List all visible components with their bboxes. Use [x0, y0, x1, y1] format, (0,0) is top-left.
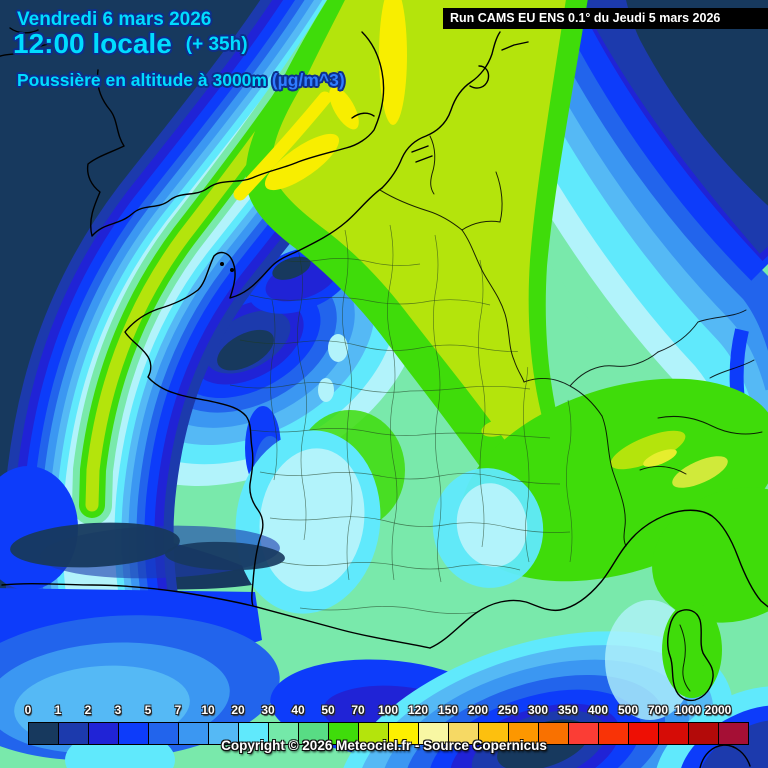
- legend-threshold-label: 3: [114, 703, 122, 717]
- corsica-coast: [667, 609, 714, 702]
- sardinia-coast: [699, 744, 751, 768]
- legend-threshold-label: 10: [201, 703, 215, 717]
- spain-north-coast: [1, 582, 254, 607]
- england-coast: [86, 31, 385, 237]
- legend-threshold-label: 70: [351, 703, 365, 717]
- ireland-coast: [0, 27, 59, 57]
- legend-threshold-label: 200: [467, 703, 489, 717]
- legend-threshold-label: 400: [587, 703, 609, 717]
- country-borders: [379, 135, 763, 692]
- legend-threshold-label: 20: [231, 703, 245, 717]
- parameter-title: Poussière en altitude à 3000m (µg/m^3): [17, 70, 345, 91]
- legend-threshold-label: 7: [174, 703, 182, 717]
- netherlands-coast: [381, 31, 529, 189]
- legend-threshold-label: 120: [407, 703, 429, 717]
- parameter-unit: (µg/m^3): [271, 70, 345, 90]
- legend-threshold-label: 2: [84, 703, 92, 717]
- forecast-date: Vendredi 6 mars 2026: [17, 9, 212, 30]
- coastlines: [0, 27, 768, 768]
- legend-threshold-label: 0: [24, 703, 32, 717]
- legend-threshold-label: 30: [261, 703, 275, 717]
- legend-threshold-label: 500: [617, 703, 639, 717]
- forecast-time-value: 12:00 locale: [13, 28, 172, 59]
- northeast-dust-plume: [233, 0, 588, 524]
- legend-threshold-label: 150: [437, 703, 459, 717]
- legend-threshold-label: 300: [527, 703, 549, 717]
- legend-threshold-label: 250: [497, 703, 519, 717]
- model-run-banner: Run CAMS EU ENS 0.1° du Jeudi 5 mars 202…: [443, 8, 768, 29]
- legend-threshold-label: 1: [54, 703, 62, 717]
- legend-threshold-label: 700: [647, 703, 669, 717]
- legend-threshold-label: 100: [377, 703, 399, 717]
- legend-threshold-label: 5: [144, 703, 152, 717]
- atlantic-low-region: [0, 0, 338, 590]
- legend-threshold-label: 2000: [704, 703, 732, 717]
- legend-threshold-label: 40: [291, 703, 305, 717]
- forecast-hour-offset: (+ 35h): [185, 34, 248, 55]
- france-atlantic-coast: [124, 187, 383, 607]
- legend-color-box: [718, 722, 749, 745]
- legend-threshold-label: 1000: [674, 703, 702, 717]
- copyright-notice: Copyright © 2026 Meteociel.fr - Source C…: [221, 738, 547, 753]
- pyrenees-border: [252, 605, 431, 649]
- parameter-label: Poussière en altitude à 3000m: [17, 70, 272, 90]
- mediterranean-coast: [429, 509, 768, 649]
- forecast-time: 12:00 locale (+ 35h): [13, 28, 248, 60]
- department-borders: [229, 224, 573, 614]
- legend-threshold-label: 50: [321, 703, 335, 717]
- legend-threshold-label: 350: [557, 703, 579, 717]
